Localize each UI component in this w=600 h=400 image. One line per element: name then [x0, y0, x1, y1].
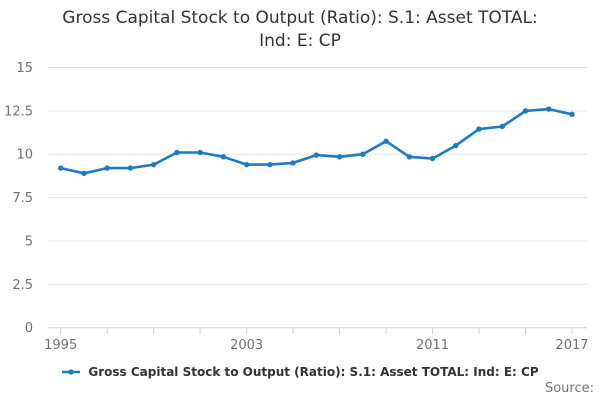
data-point[interactable] — [453, 142, 459, 149]
chart-title-line2: Ind: E: CP — [259, 31, 341, 51]
y-tick-label: 15 — [16, 61, 33, 76]
data-point[interactable] — [220, 154, 227, 160]
y-tick-label: 12.5 — [4, 104, 33, 119]
data-point[interactable] — [174, 149, 180, 156]
data-point[interactable] — [569, 111, 575, 118]
y-tick-label: 2.5 — [12, 278, 33, 293]
data-point[interactable] — [197, 149, 203, 156]
y-tick-label: 7.5 — [12, 191, 33, 206]
legend-line-marker-icon — [62, 369, 81, 375]
x-tick-label: 1995 — [44, 338, 77, 353]
data-point[interactable] — [383, 138, 389, 144]
y-tick-label: 0 — [25, 321, 33, 336]
chart-title: Gross Capital Stock to Output (Ratio): S… — [0, 7, 600, 53]
data-point[interactable] — [522, 108, 529, 114]
y-tick-label: 10 — [16, 148, 33, 163]
data-point[interactable] — [127, 165, 134, 171]
data-point[interactable] — [429, 155, 436, 162]
data-point[interactable] — [150, 161, 157, 168]
data-point[interactable] — [267, 161, 273, 168]
legend-label: Gross Capital Stock to Output (Ratio): S… — [88, 365, 539, 379]
chart-title-line1: Gross Capital Stock to Output (Ratio): S… — [62, 8, 538, 28]
data-point[interactable] — [406, 154, 412, 160]
data-point[interactable] — [290, 160, 296, 166]
y-tick-label: 5 — [25, 234, 33, 249]
data-point[interactable] — [313, 152, 320, 158]
legend-item[interactable]: Gross Capital Stock to Output (Ratio): S… — [0, 363, 600, 381]
data-point[interactable] — [81, 170, 87, 177]
x-tick-label: 2003 — [230, 338, 263, 353]
x-tick-label: 2011 — [416, 338, 449, 353]
data-series-line — [59, 107, 574, 175]
x-tick-label: 2017 — [555, 338, 588, 353]
data-point[interactable] — [104, 165, 110, 171]
data-point[interactable] — [243, 161, 250, 168]
line-chart-plot: 0 2.5 5 7.5 10 12.5 15 1995 2003 2011 2017 — [4, 61, 588, 353]
data-point[interactable] — [476, 126, 482, 132]
data-point[interactable] — [360, 151, 366, 157]
data-point[interactable] — [336, 154, 343, 160]
data-point[interactable] — [546, 106, 552, 112]
source-label: Source: — [544, 381, 594, 396]
data-point[interactable] — [499, 123, 505, 130]
data-point[interactable] — [58, 165, 64, 171]
